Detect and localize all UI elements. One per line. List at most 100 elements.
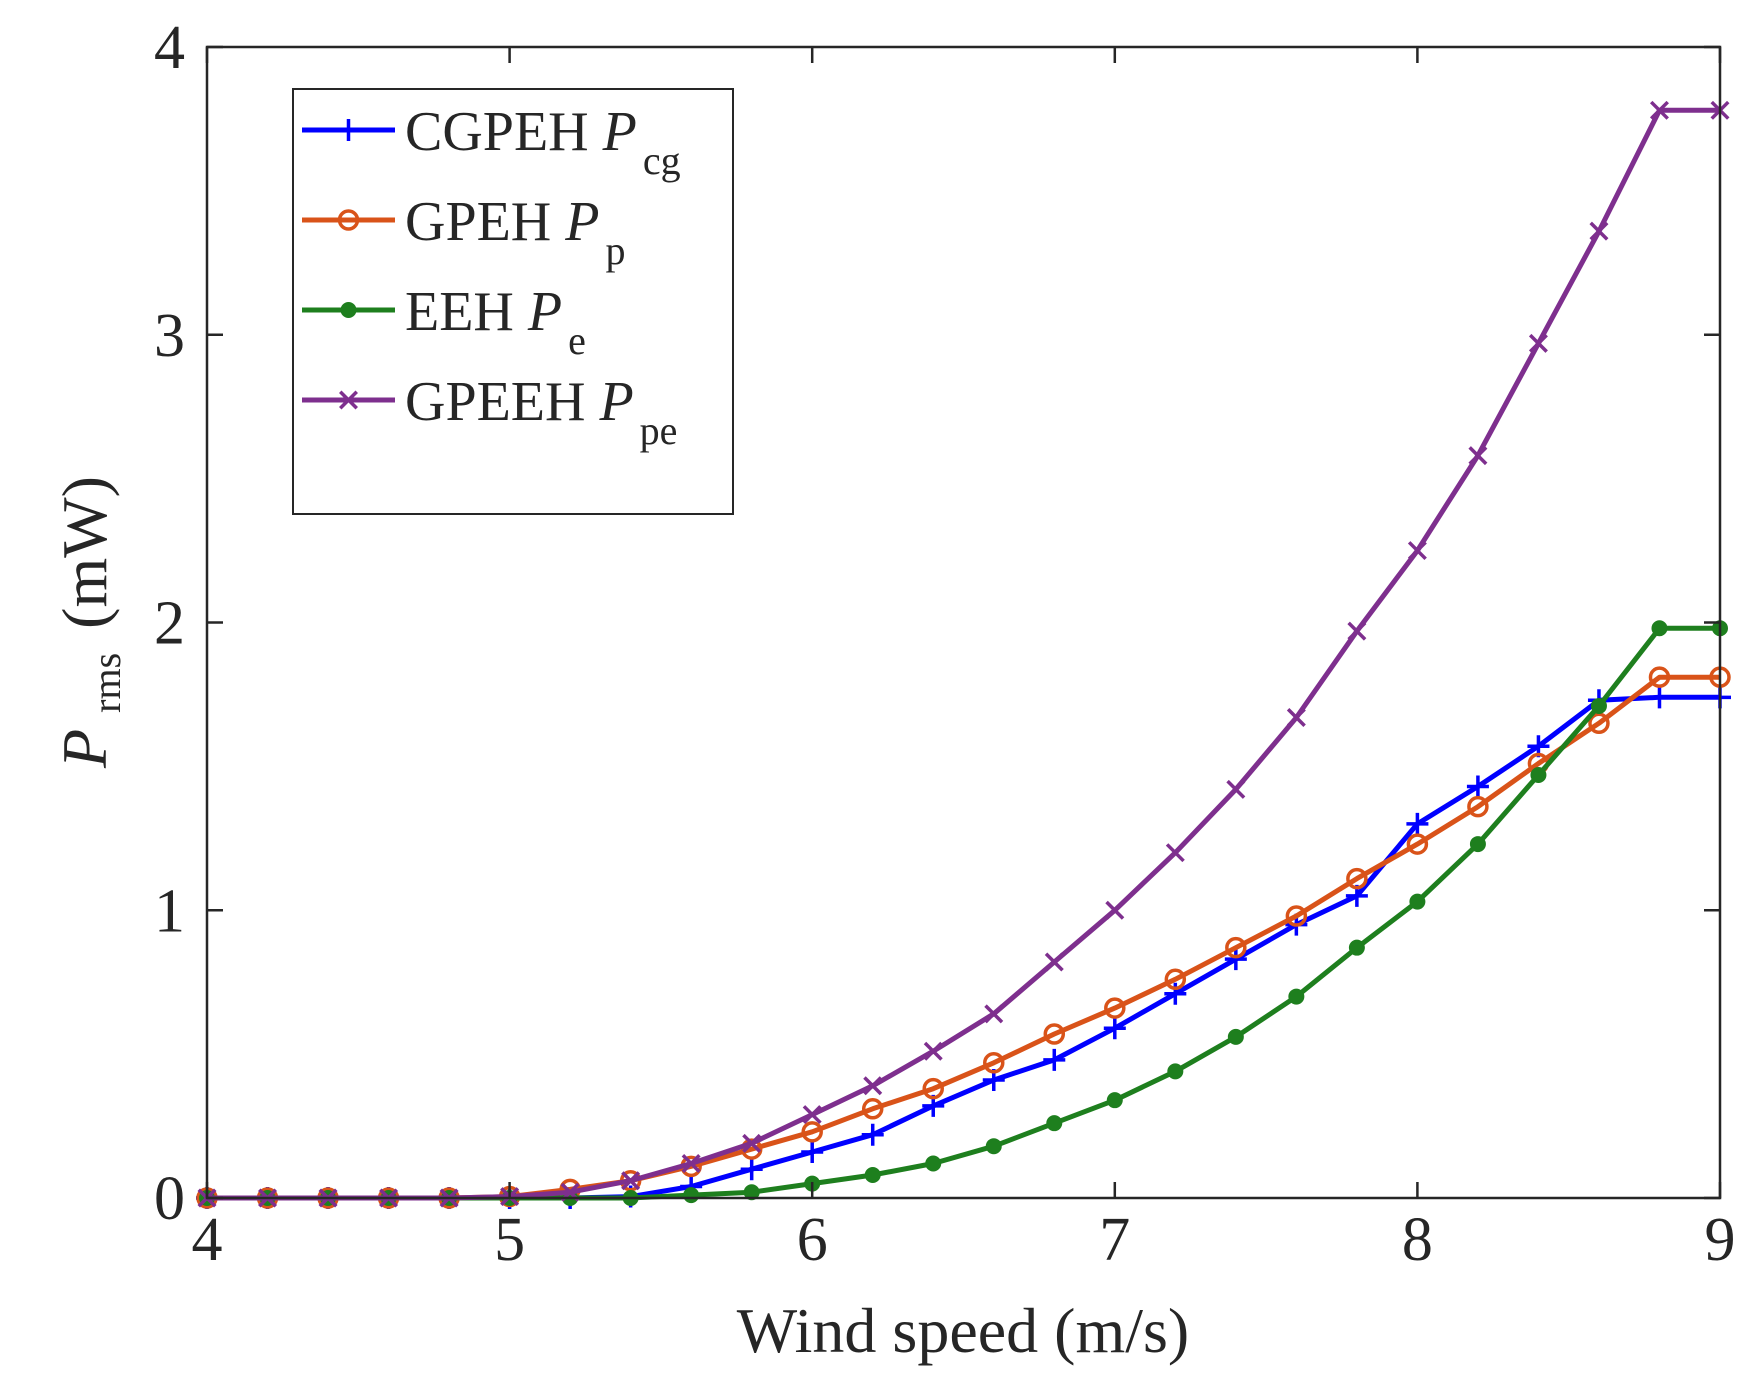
- ticks-layer: 4 5 6 7 8 9 0 1 2 3 4: [154, 14, 1736, 1274]
- y-tick-label: 1: [154, 877, 185, 945]
- data-point-gpeh: [1588, 712, 1610, 734]
- data-point-gpeeh: [1226, 779, 1246, 799]
- data-point-eeh: [1288, 988, 1305, 1005]
- data-point-eeh: [1046, 1115, 1063, 1132]
- data-point-gpeeh: [1347, 621, 1367, 641]
- data-point-eeh: [1348, 939, 1365, 956]
- data-point-eeh: [925, 1155, 942, 1172]
- data-point-cgpeh: [1164, 982, 1187, 1005]
- data-point-gpeh: [861, 1098, 884, 1120]
- x-tick-label: 7: [1099, 1206, 1130, 1274]
- data-point-cgpeh: [1043, 1048, 1066, 1071]
- legend-subscript: pe: [640, 408, 678, 453]
- x-tick-label: 9: [1705, 1206, 1736, 1274]
- data-point-gpeh: [1406, 833, 1429, 855]
- legend-marker-eeh: [340, 302, 357, 318]
- legend-symbol: P: [598, 371, 633, 433]
- data-point-gpeeh: [1407, 541, 1427, 561]
- data-point-gpeeh: [1165, 843, 1185, 863]
- y-axis-label: P rms (mW): [49, 476, 134, 769]
- legend-name: CGPEH: [405, 101, 603, 163]
- y-tick-label: 4: [154, 14, 185, 82]
- data-point-gpeh: [1104, 997, 1126, 1019]
- data-point-cgpeh: [801, 1140, 824, 1163]
- data-point-eeh: [683, 1187, 700, 1204]
- y-tick-label: 0: [154, 1165, 185, 1233]
- legend-subscript: e: [568, 318, 586, 363]
- data-point-eeh: [864, 1166, 881, 1183]
- data-point-eeh: [1651, 620, 1668, 637]
- data-point-eeh: [985, 1138, 1002, 1155]
- data-point-gpeeh: [1589, 221, 1609, 241]
- legend-name: EEH: [405, 281, 528, 343]
- data-point-gpeeh: [923, 1041, 943, 1061]
- legend-symbol: P: [527, 281, 562, 343]
- legend-marker-gpeh: [337, 209, 360, 231]
- y-axis-label-symbol: P: [49, 729, 120, 769]
- data-point-cgpeh: [740, 1158, 763, 1181]
- data-point-cgpeh: [1406, 812, 1429, 835]
- data-point-gpeh: [1648, 666, 1671, 688]
- svg-text:P rms (mW): P rms (mW): [49, 476, 134, 769]
- data-point-gpeh: [1346, 867, 1368, 890]
- data-point-gpeeh: [1528, 333, 1548, 353]
- data-point-eeh: [1167, 1063, 1184, 1080]
- data-point-gpeeh: [742, 1133, 762, 1153]
- data-point-gpeeh: [1649, 100, 1669, 120]
- data-point-gpeh: [983, 1052, 1005, 1074]
- x-tick-label: 4: [192, 1206, 223, 1274]
- data-point-eeh: [1530, 767, 1547, 784]
- data-point-eeh: [1227, 1028, 1244, 1045]
- data-point-cgpeh: [1103, 1017, 1126, 1040]
- y-axis-label-unit: (mW): [49, 476, 120, 629]
- legend-symbol: P: [564, 191, 599, 253]
- data-point-gpeeh: [621, 1171, 641, 1191]
- data-point-cgpeh: [1466, 775, 1489, 798]
- legend-box: [292, 88, 734, 515]
- data-point-gpeeh: [1105, 900, 1125, 920]
- data-point-gpeeh: [984, 1004, 1004, 1024]
- data-point-eeh: [1106, 1092, 1123, 1109]
- legend-name: GPEEH: [405, 371, 599, 433]
- data-point-gpeeh: [802, 1105, 822, 1125]
- x-tick-label: 5: [494, 1206, 525, 1274]
- x-tick-label: 6: [797, 1206, 828, 1274]
- legend-symbol: P: [602, 101, 637, 163]
- data-point-eeh: [1469, 836, 1486, 853]
- x-axis-label: Wind speed (m/s): [737, 1295, 1189, 1366]
- y-axis-label-subscript: rms: [84, 653, 129, 713]
- data-point-gpeh: [1467, 795, 1489, 818]
- legend-subscript: cg: [643, 138, 681, 183]
- x-tick-label: 8: [1402, 1206, 1433, 1274]
- legend-marker-gpeeh: [339, 390, 358, 410]
- data-point-gpeeh: [681, 1153, 701, 1173]
- data-point-gpeh: [1164, 968, 1187, 991]
- legend-subscript: p: [605, 228, 625, 273]
- y-tick-label: 3: [154, 302, 185, 370]
- legend-name: GPEH: [405, 191, 565, 253]
- legend-marker-cgpeh: [337, 119, 360, 141]
- data-point-gpeh: [1225, 936, 1247, 959]
- data-point-cgpeh: [1224, 948, 1247, 971]
- data-point-gpeeh: [1044, 952, 1064, 972]
- data-point-gpeh: [922, 1077, 944, 1100]
- data-point-gpeeh: [1468, 446, 1488, 466]
- data-point-gpeh: [801, 1121, 823, 1143]
- data-point-gpeh: [1285, 905, 1308, 927]
- y-tick-label: 2: [154, 590, 185, 658]
- data-point-cgpeh: [1648, 686, 1671, 709]
- data-point-gpeh: [740, 1138, 763, 1160]
- data-point-gpeh: [1043, 1023, 1066, 1045]
- data-point-gpeeh: [863, 1076, 883, 1096]
- data-point-cgpeh: [861, 1123, 884, 1146]
